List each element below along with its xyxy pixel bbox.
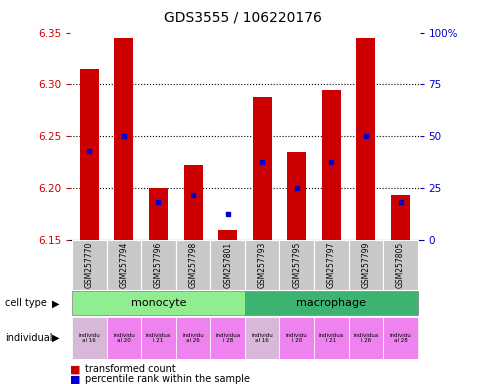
Bar [287,152,306,240]
Text: individua
l 28: individua l 28 [214,333,240,343]
Text: GDS3555 / 106220176: GDS3555 / 106220176 [163,10,321,24]
Text: GSM257770: GSM257770 [85,242,93,288]
Bar [356,38,375,240]
Bar [106,317,141,359]
Text: percentile rank within the sample: percentile rank within the sample [85,374,249,384]
Bar [141,240,175,290]
Text: GSM257797: GSM257797 [326,242,335,288]
Text: individu
al 16: individu al 16 [78,333,100,343]
Text: cell type: cell type [5,298,46,308]
Text: ■: ■ [70,374,81,384]
Text: individua
l 26: individua l 26 [352,333,378,343]
Bar [72,291,244,316]
Bar [210,317,244,359]
Bar [321,89,340,240]
Text: macrophage: macrophage [296,298,365,308]
Bar [244,240,279,290]
Bar [183,166,202,240]
Text: individu
al 20: individu al 20 [113,333,135,343]
Bar [382,317,417,359]
Text: GSM257793: GSM257793 [257,242,266,288]
Bar [348,317,382,359]
Bar [218,230,237,240]
Bar [314,317,348,359]
Text: individu
l 20: individu l 20 [286,333,307,343]
Text: ▶: ▶ [52,333,60,343]
Bar [149,188,167,240]
Bar [210,240,244,290]
Bar [314,240,348,290]
Bar [106,240,141,290]
Bar [175,317,210,359]
Text: monocyte: monocyte [131,298,186,308]
Bar [244,291,417,316]
Text: individu
al 16: individu al 16 [251,333,272,343]
Text: GSM257799: GSM257799 [361,242,370,288]
Bar [244,317,279,359]
Text: individual: individual [5,333,52,343]
Text: GSM257796: GSM257796 [154,242,163,288]
Bar [72,240,106,290]
Bar [175,240,210,290]
Bar [252,97,271,240]
Text: ▶: ▶ [52,298,60,308]
Text: transformed count: transformed count [85,364,175,374]
Bar [348,240,382,290]
Text: ■: ■ [70,364,81,374]
Text: individu
al 26: individu al 26 [182,333,203,343]
Bar [390,195,409,240]
Text: GSM257805: GSM257805 [395,242,404,288]
Bar [141,317,175,359]
Bar [114,38,133,240]
Text: GSM257798: GSM257798 [188,242,197,288]
Text: individua
l 21: individua l 21 [146,333,171,343]
Text: GSM257795: GSM257795 [292,242,301,288]
Text: individua
l 21: individua l 21 [318,333,343,343]
Text: GSM257794: GSM257794 [119,242,128,288]
Text: individu
al 28: individu al 28 [389,333,410,343]
Bar [382,240,417,290]
Bar [80,69,99,240]
Bar [279,317,314,359]
Bar [72,317,106,359]
Text: GSM257801: GSM257801 [223,242,232,288]
Bar [279,240,314,290]
